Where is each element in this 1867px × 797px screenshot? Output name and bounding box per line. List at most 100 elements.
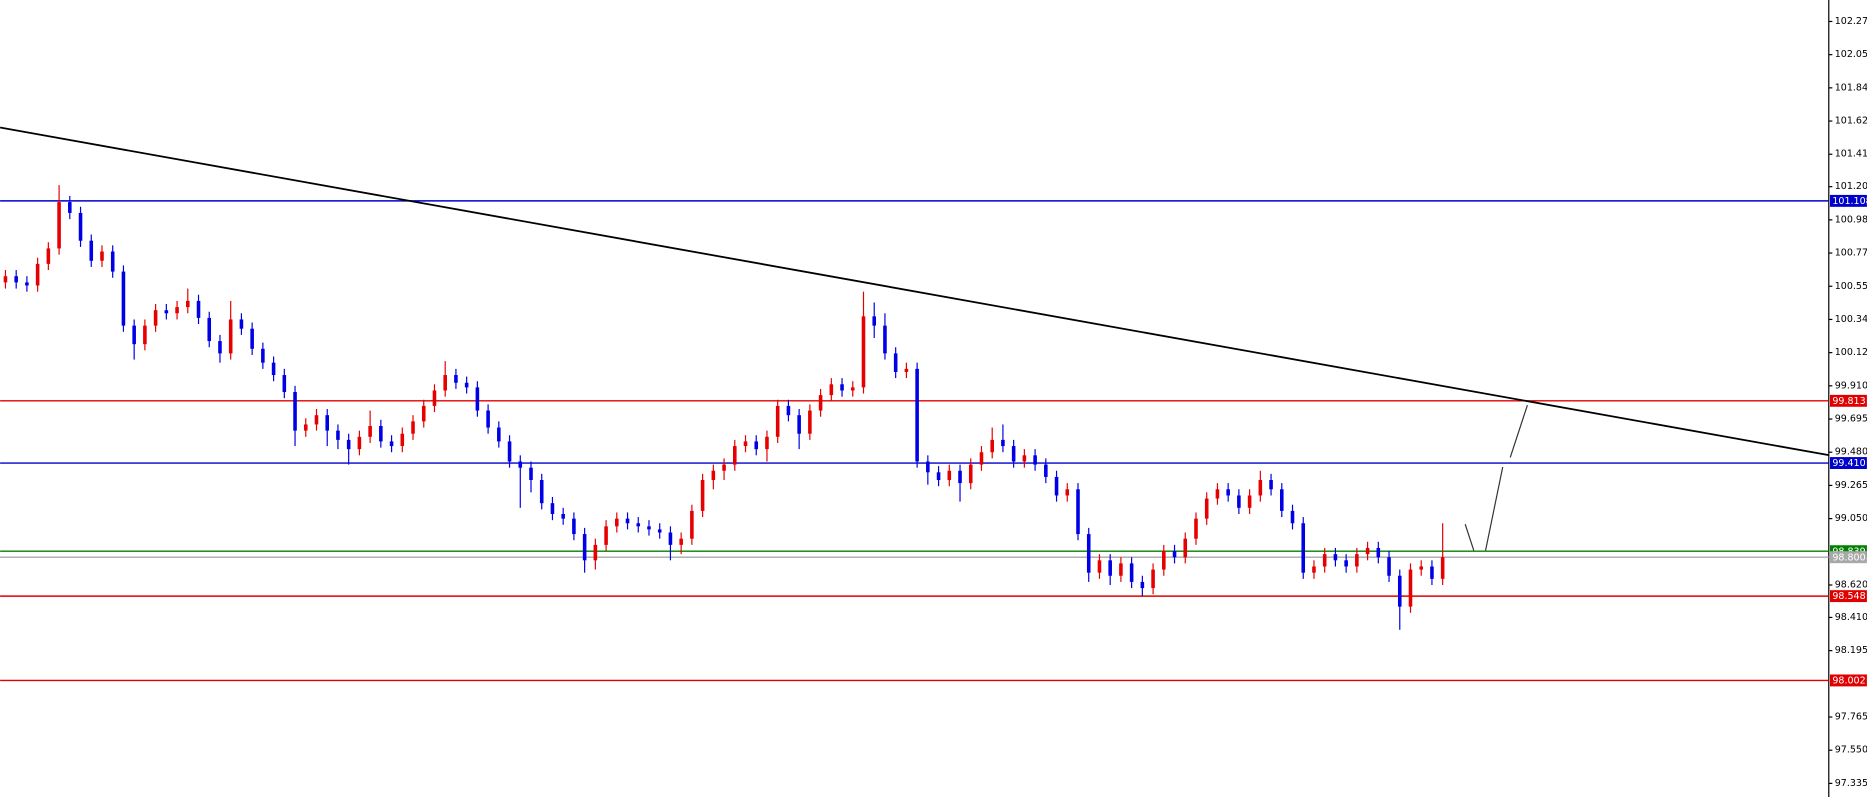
candle-body	[1365, 547, 1370, 555]
candle-body	[936, 472, 941, 481]
candle-body	[1097, 560, 1102, 573]
candle-body	[196, 300, 201, 318]
candle-body	[186, 300, 190, 308]
candle-body	[1183, 538, 1188, 558]
level-label-bg	[1829, 457, 1867, 469]
candle-body	[947, 470, 952, 481]
candle-body	[1226, 489, 1230, 496]
y-tick-label: 100.985	[1835, 214, 1867, 225]
y-tick-label: 100.125	[1835, 347, 1867, 358]
candle-body	[153, 310, 158, 326]
candle-body	[529, 467, 533, 481]
candle-body	[604, 526, 608, 545]
candle-body	[572, 518, 576, 535]
level-label-bg	[1829, 551, 1867, 564]
candle-body	[958, 470, 962, 484]
y-tick-label: 98.195	[1835, 645, 1867, 656]
level-label-bg	[1829, 674, 1867, 687]
candle-body	[239, 319, 244, 329]
candle-body	[35, 263, 40, 286]
y-tick-label: 101.840	[1835, 82, 1867, 93]
candle-body	[1344, 560, 1348, 567]
candle-body	[1397, 575, 1402, 607]
candle-body	[1011, 446, 1016, 462]
level-label-bg	[1829, 394, 1867, 407]
candle-body	[722, 464, 726, 471]
candle-body	[46, 248, 51, 264]
y-tick-label: 101.410	[1835, 149, 1867, 160]
level-label-bg	[1829, 545, 1867, 558]
candle-body	[218, 341, 222, 354]
candle-body	[786, 405, 791, 416]
candle-body	[454, 375, 458, 383]
candle-body	[1076, 489, 1080, 535]
y-tick-label: 98.410	[1835, 612, 1867, 623]
candle-body	[68, 202, 72, 213]
candle-body	[357, 436, 362, 450]
candle-body	[1355, 554, 1359, 567]
candle-body	[421, 405, 426, 422]
candle-body	[775, 405, 780, 437]
level-label-bg	[1829, 194, 1867, 207]
candle-body	[1301, 523, 1306, 573]
y-tick-label: 98.620	[1835, 580, 1867, 591]
candle-body	[539, 480, 544, 504]
candle-body	[915, 368, 919, 462]
candle-body	[303, 424, 308, 431]
y-tick-label: 101.200	[1835, 181, 1867, 192]
candle-body	[314, 415, 319, 425]
candle-body	[1408, 569, 1413, 607]
y-tick-label: 99.265	[1835, 480, 1867, 491]
level-label: 99.410	[1832, 458, 1865, 469]
candle-body	[411, 421, 415, 434]
candle-body	[636, 523, 641, 527]
candle-body	[850, 387, 855, 391]
candle-body	[968, 464, 973, 484]
candle-body	[1086, 534, 1091, 573]
candle-body	[228, 319, 233, 354]
candle-body	[57, 202, 61, 249]
candle-body	[561, 513, 565, 519]
y-tick-label: 99.050	[1835, 513, 1867, 524]
candle-body	[271, 362, 276, 376]
candle-body	[754, 441, 759, 450]
candle-body	[336, 430, 340, 440]
candle-body	[1054, 476, 1059, 496]
candle-body	[1172, 551, 1177, 558]
candle-body	[464, 382, 469, 388]
y-tick-label: 100.770	[1835, 248, 1867, 259]
candle-body	[1430, 566, 1434, 579]
candle-body	[1108, 560, 1112, 576]
candle-body	[143, 325, 147, 345]
candle-body	[679, 538, 683, 545]
candle-body	[700, 480, 705, 511]
candle-body	[518, 461, 523, 468]
candle-body	[507, 441, 512, 462]
candle-body	[829, 384, 834, 396]
candle-body	[282, 375, 287, 393]
candle-body	[1440, 557, 1445, 579]
level-label: 98.002	[1832, 676, 1865, 687]
candle-body	[1419, 566, 1424, 570]
level-label: 98.800	[1832, 552, 1865, 563]
candle-body	[250, 328, 254, 349]
candle-body	[1376, 547, 1381, 558]
candle-body	[1151, 569, 1155, 589]
candle-body	[1312, 566, 1316, 573]
candle-body	[1044, 464, 1048, 477]
candle-body	[1258, 480, 1263, 496]
candle-body	[733, 446, 737, 465]
candle-body	[904, 368, 909, 372]
candle-body	[78, 212, 83, 241]
candle-body	[486, 410, 490, 428]
candle-body	[1333, 554, 1338, 561]
candle-body	[497, 427, 501, 442]
level-label: 98.548	[1832, 591, 1865, 602]
y-tick-label: 101.625	[1835, 116, 1867, 127]
candle-body	[325, 415, 330, 431]
candle-body	[25, 282, 29, 286]
level-label: 101.108	[1832, 196, 1867, 207]
candle-body	[379, 425, 383, 442]
y-tick-label: 99.480	[1835, 447, 1867, 458]
